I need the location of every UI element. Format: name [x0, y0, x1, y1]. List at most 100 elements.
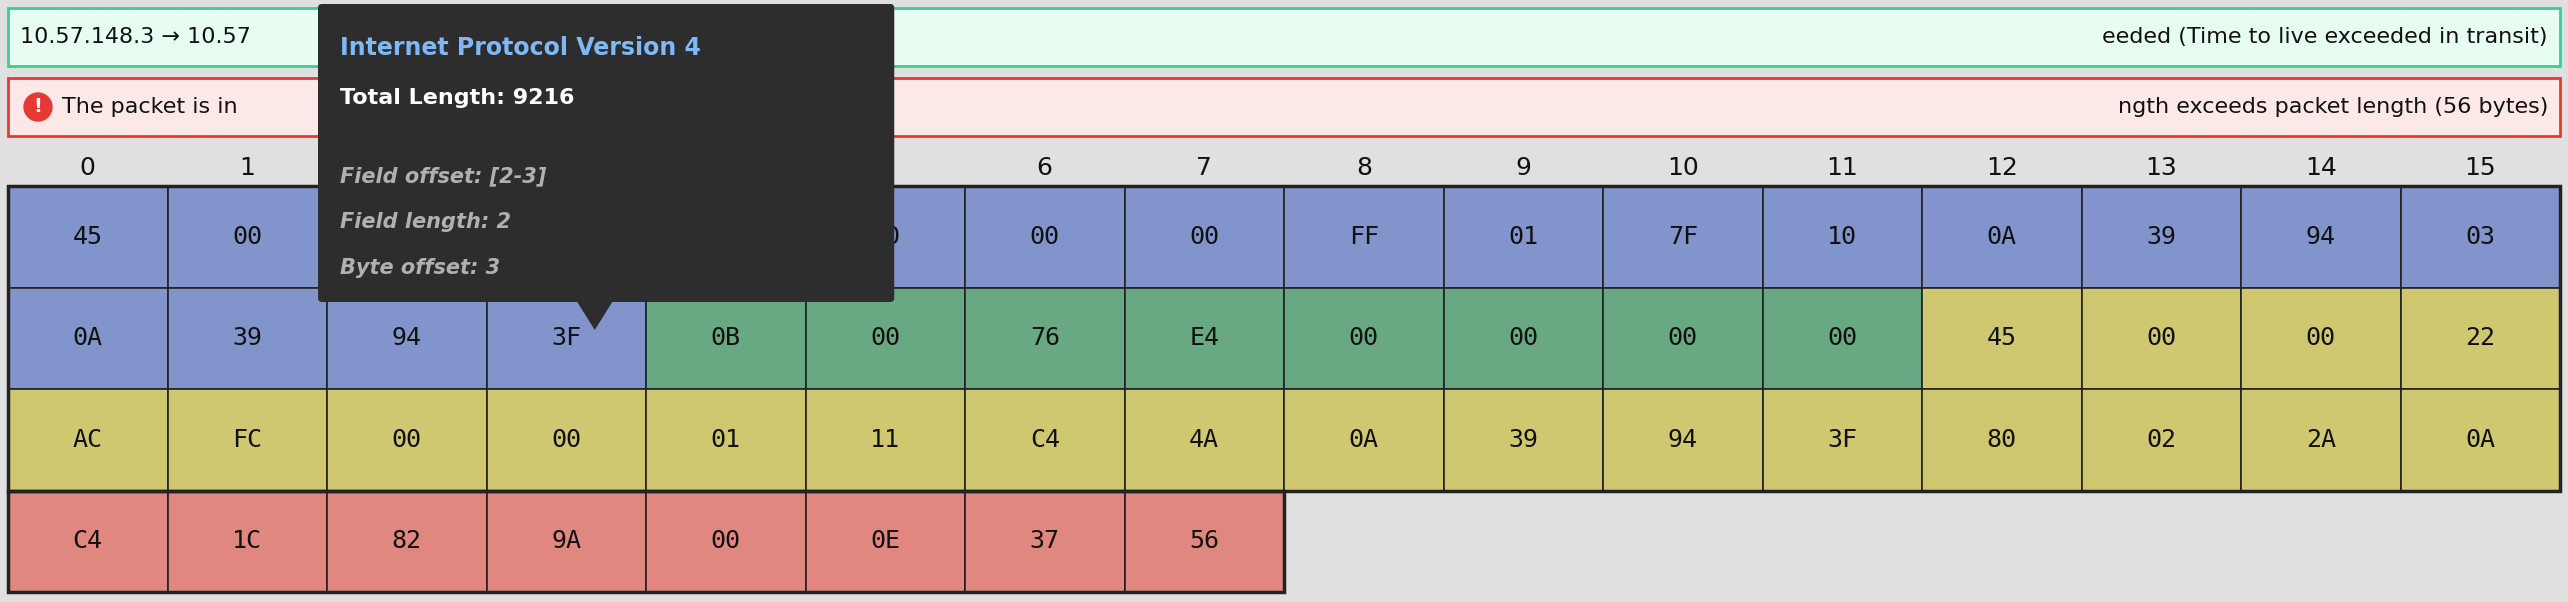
Text: 01: 01: [711, 428, 740, 452]
FancyBboxPatch shape: [1762, 288, 1921, 389]
FancyBboxPatch shape: [1602, 389, 1762, 491]
FancyBboxPatch shape: [1921, 186, 2083, 288]
Text: Field length: 2: Field length: 2: [339, 212, 511, 232]
Text: 11: 11: [871, 428, 901, 452]
FancyBboxPatch shape: [8, 491, 167, 592]
FancyBboxPatch shape: [167, 491, 326, 592]
FancyBboxPatch shape: [318, 4, 894, 302]
FancyBboxPatch shape: [966, 389, 1125, 491]
Text: 10: 10: [1828, 225, 1857, 249]
FancyBboxPatch shape: [8, 288, 167, 389]
Text: Byte offset: 3: Byte offset: 3: [339, 258, 501, 278]
Text: 6: 6: [1037, 156, 1053, 180]
FancyBboxPatch shape: [326, 389, 485, 491]
FancyBboxPatch shape: [1125, 288, 1284, 389]
Circle shape: [23, 93, 51, 121]
Text: Field offset: [2-3]: Field offset: [2-3]: [339, 166, 547, 186]
FancyBboxPatch shape: [2401, 288, 2560, 389]
Text: 0A: 0A: [1348, 428, 1379, 452]
FancyBboxPatch shape: [1284, 186, 1443, 288]
FancyBboxPatch shape: [2083, 389, 2242, 491]
Text: 10.57.148.3 → 10.57: 10.57.148.3 → 10.57: [21, 27, 252, 47]
FancyBboxPatch shape: [1125, 491, 1284, 592]
FancyBboxPatch shape: [966, 288, 1125, 389]
Text: 00: 00: [871, 326, 901, 350]
Text: AC: AC: [72, 428, 103, 452]
FancyBboxPatch shape: [2083, 186, 2242, 288]
Text: 0E: 0E: [871, 529, 901, 553]
FancyBboxPatch shape: [485, 389, 647, 491]
Text: 2A: 2A: [2306, 428, 2337, 452]
Text: 56: 56: [1189, 529, 1220, 553]
Text: 7F: 7F: [1667, 225, 1697, 249]
Text: 37: 37: [1030, 529, 1061, 553]
FancyBboxPatch shape: [647, 186, 806, 288]
Text: 45: 45: [1988, 326, 2016, 350]
Text: 00: 00: [231, 225, 262, 249]
FancyBboxPatch shape: [2401, 389, 2560, 491]
Text: 00: 00: [711, 225, 740, 249]
Text: Internet Protocol Version 4: Internet Protocol Version 4: [339, 36, 701, 60]
Text: FF: FF: [1348, 225, 1379, 249]
Text: 3F: 3F: [552, 326, 580, 350]
Text: 76: 76: [1030, 326, 1061, 350]
Text: 00: 00: [871, 225, 901, 249]
Text: 1C: 1C: [231, 529, 262, 553]
FancyBboxPatch shape: [167, 389, 326, 491]
Text: 00: 00: [2306, 326, 2337, 350]
FancyBboxPatch shape: [1921, 389, 2083, 491]
Text: 39: 39: [231, 326, 262, 350]
FancyBboxPatch shape: [2242, 288, 2401, 389]
Text: 94: 94: [2306, 225, 2337, 249]
Text: 0A: 0A: [1988, 225, 2016, 249]
FancyBboxPatch shape: [8, 8, 2560, 66]
FancyBboxPatch shape: [1443, 288, 1602, 389]
Text: C4: C4: [1030, 428, 1061, 452]
FancyBboxPatch shape: [647, 288, 806, 389]
FancyBboxPatch shape: [8, 389, 167, 491]
Text: 00: 00: [552, 428, 580, 452]
FancyBboxPatch shape: [1284, 288, 1443, 389]
Text: 00: 00: [1030, 225, 1061, 249]
Text: The packet is in: The packet is in: [62, 97, 239, 117]
FancyBboxPatch shape: [1443, 389, 1602, 491]
FancyBboxPatch shape: [2242, 389, 2401, 491]
FancyBboxPatch shape: [1125, 186, 1284, 288]
Text: 00: 00: [552, 225, 580, 249]
Text: 00: 00: [711, 529, 740, 553]
Text: 80: 80: [1988, 428, 2016, 452]
FancyBboxPatch shape: [647, 389, 806, 491]
Text: 4A: 4A: [1189, 428, 1220, 452]
Text: 8: 8: [1356, 156, 1371, 180]
FancyBboxPatch shape: [2083, 288, 2242, 389]
Text: C4: C4: [72, 529, 103, 553]
FancyBboxPatch shape: [8, 186, 167, 288]
Text: ngth exceeds packet length (56 bytes): ngth exceeds packet length (56 bytes): [2119, 97, 2547, 117]
Text: 39: 39: [2147, 225, 2175, 249]
FancyBboxPatch shape: [326, 186, 485, 288]
Text: 2: 2: [398, 156, 416, 180]
Text: 82: 82: [393, 529, 421, 553]
Text: 9: 9: [1515, 156, 1531, 180]
Text: !: !: [33, 98, 44, 117]
Text: 0A: 0A: [72, 326, 103, 350]
Text: FC: FC: [231, 428, 262, 452]
FancyBboxPatch shape: [485, 288, 647, 389]
FancyBboxPatch shape: [1762, 389, 1921, 491]
Text: 0: 0: [80, 156, 95, 180]
Text: E4: E4: [1189, 326, 1220, 350]
FancyBboxPatch shape: [326, 288, 485, 389]
FancyBboxPatch shape: [1125, 389, 1284, 491]
Text: 15: 15: [2465, 156, 2496, 180]
Text: 00: 00: [1828, 326, 1857, 350]
Text: 22: 22: [2465, 326, 2496, 350]
FancyBboxPatch shape: [1762, 186, 1921, 288]
Text: 45: 45: [72, 225, 103, 249]
Text: 12: 12: [1985, 156, 2018, 180]
FancyBboxPatch shape: [1443, 186, 1602, 288]
Text: 02: 02: [2147, 428, 2175, 452]
Text: 11: 11: [1826, 156, 1859, 180]
Text: 13: 13: [2144, 156, 2178, 180]
Text: 03: 03: [2465, 225, 2496, 249]
Text: 00: 00: [393, 428, 421, 452]
